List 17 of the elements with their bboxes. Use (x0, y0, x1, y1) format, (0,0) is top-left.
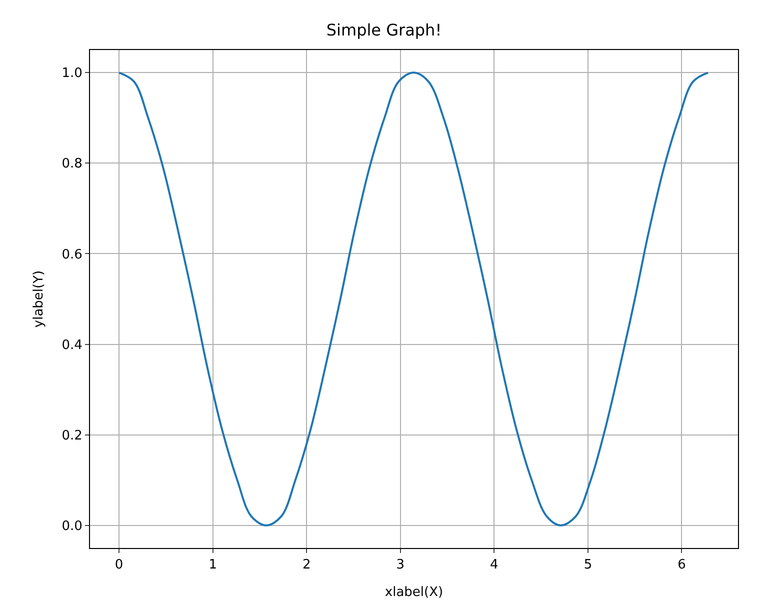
x-tick-label: 6 (678, 558, 686, 573)
x-tick-label: 2 (302, 558, 311, 573)
x-axis-title: xlabel(X) (384, 585, 444, 600)
x-tick-label: 4 (490, 558, 498, 573)
y-tick-label: 0.2 (62, 428, 82, 444)
x-tick-label: 3 (396, 558, 405, 573)
x-tick-label: 5 (584, 558, 592, 573)
line-series (118, 72, 709, 526)
y-tick-label: 0.6 (62, 247, 82, 262)
x-tick-label: 1 (208, 558, 217, 573)
y-tick-label: 1.0 (62, 66, 82, 82)
y-tick-label: 0.0 (62, 518, 82, 534)
y-tick-label: 0.4 (62, 338, 82, 353)
chart-title: Simple Graph! (326, 20, 442, 40)
y-tick-label: 0.8 (62, 156, 82, 172)
y-axis-title: ylabel(Y) (32, 270, 47, 328)
x-tick-label: 0 (114, 558, 124, 573)
